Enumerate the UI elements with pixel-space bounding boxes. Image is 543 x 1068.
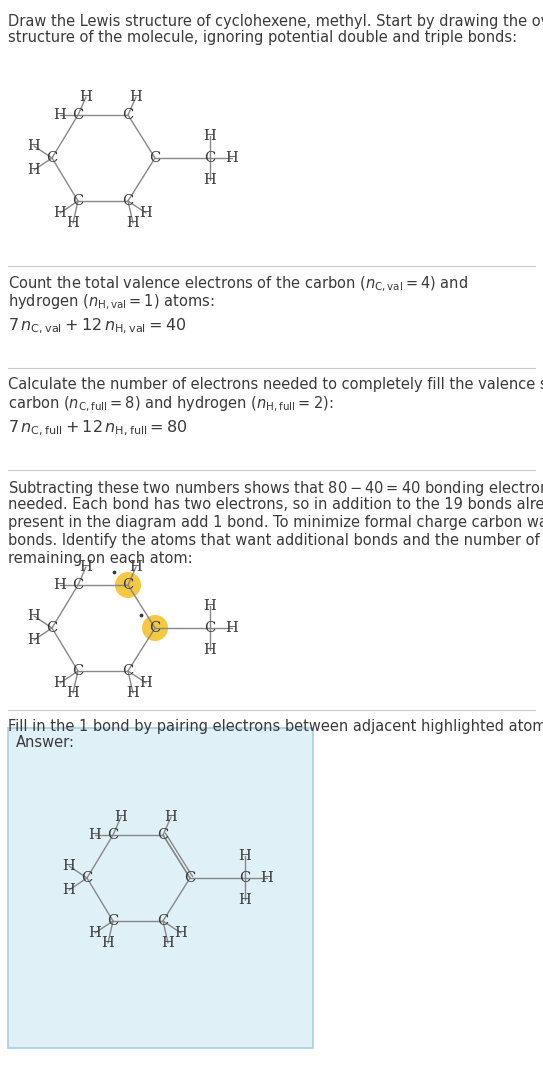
Text: H: H — [130, 560, 142, 574]
Text: C: C — [149, 621, 161, 635]
Text: C: C — [72, 664, 84, 678]
Text: H: H — [28, 139, 40, 153]
Text: H: H — [238, 849, 251, 863]
Text: Count the total valence electrons of the carbon ($n_{\mathsf{C,val}} = 4$) and: Count the total valence electrons of the… — [8, 274, 468, 295]
Text: structure of the molecule, ignoring potential double and triple bonds:: structure of the molecule, ignoring pote… — [8, 30, 517, 45]
Text: C: C — [72, 194, 84, 208]
Text: $7\,n_{\mathsf{C,full}} + 12\,n_{\mathsf{H,full}} = 80$: $7\,n_{\mathsf{C,full}} + 12\,n_{\mathsf… — [8, 419, 188, 438]
Text: H: H — [80, 560, 92, 574]
Text: C: C — [185, 871, 195, 885]
Text: C: C — [149, 151, 161, 164]
Text: C: C — [46, 151, 58, 164]
Text: H: H — [102, 936, 115, 951]
Text: H: H — [115, 810, 128, 824]
Text: H: H — [204, 599, 216, 613]
Text: C: C — [72, 108, 84, 122]
Text: C: C — [122, 578, 134, 592]
Text: H: H — [54, 578, 66, 592]
Text: H: H — [127, 686, 140, 700]
Text: C: C — [122, 664, 134, 678]
Text: C: C — [204, 151, 216, 164]
Text: C: C — [204, 621, 216, 635]
Text: H: H — [140, 676, 153, 690]
Text: H: H — [226, 151, 238, 164]
Text: H: H — [140, 206, 153, 220]
Text: C: C — [157, 828, 169, 842]
Text: Answer:: Answer: — [16, 735, 75, 750]
Text: H: H — [67, 216, 79, 230]
Text: C: C — [108, 914, 118, 928]
Text: H: H — [80, 90, 92, 104]
Text: carbon ($n_{\mathsf{C,full}} = 8$) and hydrogen ($n_{\mathsf{H,full}} = 2$):: carbon ($n_{\mathsf{C,full}} = 8$) and h… — [8, 395, 333, 414]
Text: bonds. Identify the atoms that want additional bonds and the number of electrons: bonds. Identify the atoms that want addi… — [8, 533, 543, 548]
Text: H: H — [261, 871, 273, 885]
Text: Calculate the number of electrons needed to completely fill the valence shells f: Calculate the number of electrons needed… — [8, 377, 543, 392]
Text: H: H — [204, 643, 216, 657]
Text: C: C — [72, 578, 84, 592]
Text: C: C — [157, 914, 169, 928]
Text: $7\,n_{\mathsf{C,val}} + 12\,n_{\mathsf{H,val}} = 40$: $7\,n_{\mathsf{C,val}} + 12\,n_{\mathsf{… — [8, 317, 186, 336]
Text: H: H — [89, 828, 102, 842]
Text: needed. Each bond has two electrons, so in addition to the 19 bonds already: needed. Each bond has two electrons, so … — [8, 497, 543, 512]
Text: H: H — [204, 173, 216, 187]
Text: H: H — [127, 216, 140, 230]
Text: H: H — [67, 686, 79, 700]
Text: present in the diagram add 1 bond. To minimize formal charge carbon wants 4: present in the diagram add 1 bond. To mi… — [8, 515, 543, 530]
FancyBboxPatch shape — [8, 728, 313, 1048]
Text: H: H — [238, 893, 251, 907]
Circle shape — [142, 615, 168, 641]
Text: C: C — [46, 621, 58, 635]
Text: H: H — [226, 621, 238, 635]
Text: C: C — [122, 108, 134, 122]
Text: remaining on each atom:: remaining on each atom: — [8, 551, 193, 566]
Text: H: H — [162, 936, 174, 951]
Text: H: H — [62, 859, 75, 873]
Text: H: H — [89, 926, 102, 940]
Text: C: C — [108, 828, 118, 842]
Text: hydrogen ($n_{\mathsf{H,val}} = 1$) atoms:: hydrogen ($n_{\mathsf{H,val}} = 1$) atom… — [8, 293, 214, 312]
Text: Fill in the 1 bond by pairing electrons between adjacent highlighted atoms:: Fill in the 1 bond by pairing electrons … — [8, 719, 543, 734]
Text: H: H — [130, 90, 142, 104]
Text: H: H — [204, 129, 216, 143]
Text: H: H — [28, 163, 40, 177]
Text: H: H — [54, 206, 66, 220]
Text: C: C — [239, 871, 251, 885]
Text: C: C — [122, 194, 134, 208]
Text: Subtracting these two numbers shows that $80 - 40 = 40$ bonding electrons are: Subtracting these two numbers shows that… — [8, 480, 543, 498]
Text: H: H — [54, 676, 66, 690]
Text: H: H — [28, 609, 40, 623]
Text: H: H — [28, 633, 40, 647]
Text: H: H — [62, 883, 75, 897]
Text: H: H — [165, 810, 178, 824]
Text: C: C — [81, 871, 93, 885]
Text: H: H — [175, 926, 187, 940]
Text: Draw the Lewis structure of cyclohexene, methyl. Start by drawing the overall: Draw the Lewis structure of cyclohexene,… — [8, 14, 543, 29]
Text: H: H — [54, 108, 66, 122]
Circle shape — [115, 572, 141, 598]
